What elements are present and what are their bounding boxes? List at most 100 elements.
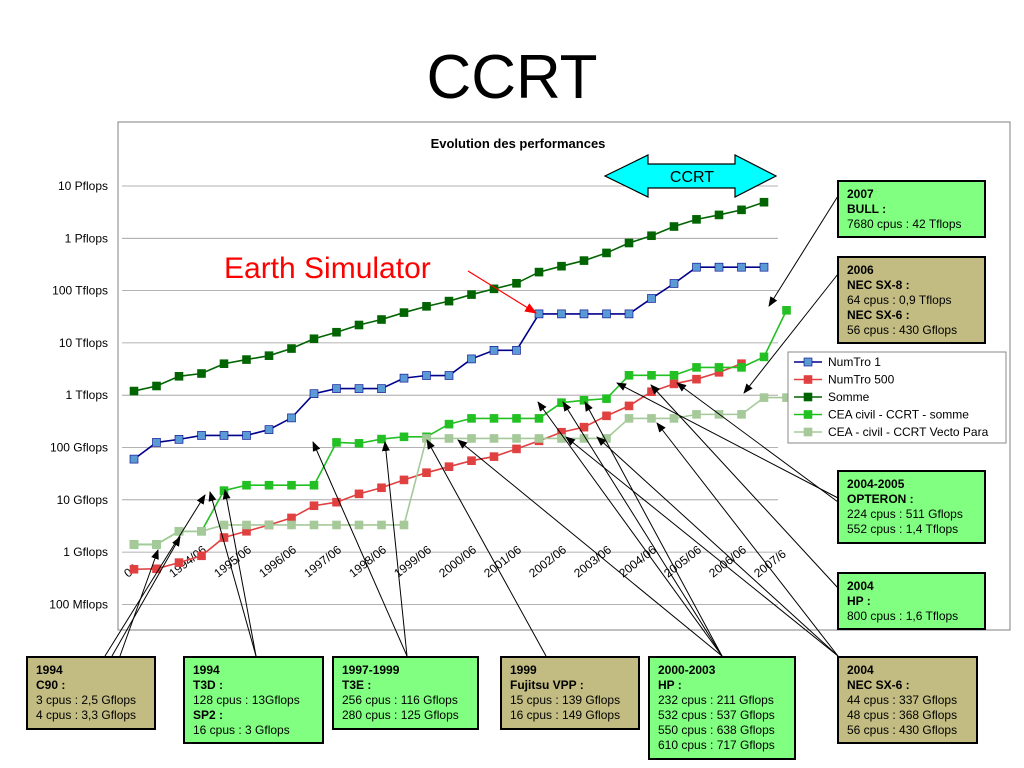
legend-box [787,351,1007,444]
data-point [602,411,611,421]
data-point [534,309,544,319]
series-0 [129,262,769,464]
data-point [557,398,566,407]
data-point [129,564,139,574]
data-point [332,327,341,337]
data-point [782,306,791,315]
data-point [242,480,251,490]
y-tick-label: 1 Pflops [65,231,108,245]
data-point [624,371,634,380]
data-point [692,215,701,224]
data-point [512,345,521,355]
data-point [197,551,206,561]
data-point [624,401,634,411]
series-2 [129,197,769,396]
ccrt-banner-label: CCRT [670,169,714,186]
data-point [692,262,701,272]
chart-title: Evolution des performances [431,136,606,151]
data-point [557,309,566,319]
y-tick-label: 100 Mflops [49,597,108,611]
callout-arrow [119,549,159,657]
callout-arrow [596,436,839,657]
data-point [152,438,161,447]
data-point [399,308,409,317]
data-point [669,222,679,231]
callout-arrow [426,439,547,657]
box-2004-2005-opteron: 2004-2005 OPTERON :224 cpus : 511 Gflops 5… [837,470,986,544]
box-2006-nec: 2006 NEC SX-8 :64 cpus : 0,9 Tflops NEC SX… [837,256,986,344]
data-point [197,369,206,378]
data-point [264,425,274,434]
data-point [579,434,589,443]
data-point [264,520,274,530]
data-point [714,262,724,272]
data-point [174,558,184,567]
earth-simulator-label: Earth Simulator [224,252,431,285]
legend-label: Somme [828,390,870,404]
data-point [354,439,364,448]
data-point [624,414,634,423]
data-point [512,278,521,288]
y-tick-label: 1 Tflops [66,388,108,402]
box-2007-bull: 2007 BULL :7680 cpus : 42 Tflops [837,180,986,238]
data-point [489,414,499,423]
data-point [287,344,296,353]
data-point [219,486,229,495]
legend-marker [803,392,813,402]
data-point [534,267,544,277]
data-point [737,410,746,419]
callout-arrow [222,489,257,657]
data-point [692,410,701,419]
legend-marker [803,410,813,419]
data-point [467,434,476,443]
callout-arrow [676,382,839,503]
box-1994-t3d: 1994 T3D :128 cpus : 13Gflops SP2 :16 cpus… [183,656,324,744]
data-point [512,444,521,454]
data-point [714,363,724,372]
data-point [309,520,319,530]
data-point [579,395,589,405]
data-point [354,320,364,330]
data-point [377,520,386,530]
data-point [692,363,701,372]
series-line [133,362,742,571]
callout-arrow [312,441,408,657]
ccrt-banner: CCRT [603,154,778,198]
earth-simulator-arrow [467,270,538,314]
data-point [422,468,431,477]
legend-label: CEA civil - CCRT - somme [828,408,969,422]
data-point [512,434,521,443]
data-point [377,434,386,444]
callout-arrow [565,436,839,657]
data-point [197,526,206,536]
data-point [512,414,521,423]
ccrt-double-arrow [603,154,778,198]
legend-label: CEA - civil - CCRT Vecto Para [828,425,989,439]
callout-arrow [584,401,723,657]
data-point [354,384,364,393]
data-point [444,296,454,306]
data-point [377,483,386,493]
data-point [579,309,589,319]
data-point [309,334,319,344]
legend-marker [803,427,813,437]
data-point [647,414,656,423]
data-point [759,352,769,362]
data-point [287,520,296,530]
data-point [332,497,341,507]
slide-title: CCRT [426,43,598,112]
data-point [399,432,409,442]
data-point [129,540,139,549]
data-point [332,520,341,530]
data-point [647,371,656,380]
callout-arrow [743,273,839,394]
data-point [309,480,319,490]
data-point [737,262,746,272]
data-point [399,373,409,383]
callout-arrow [616,382,839,499]
data-point [332,384,341,393]
box-2004-nec-sx6: 2004 NEC SX-6 :44 cpus : 337 Gflops 48 cpu… [837,656,978,744]
data-point [242,355,251,364]
data-point [737,363,746,372]
